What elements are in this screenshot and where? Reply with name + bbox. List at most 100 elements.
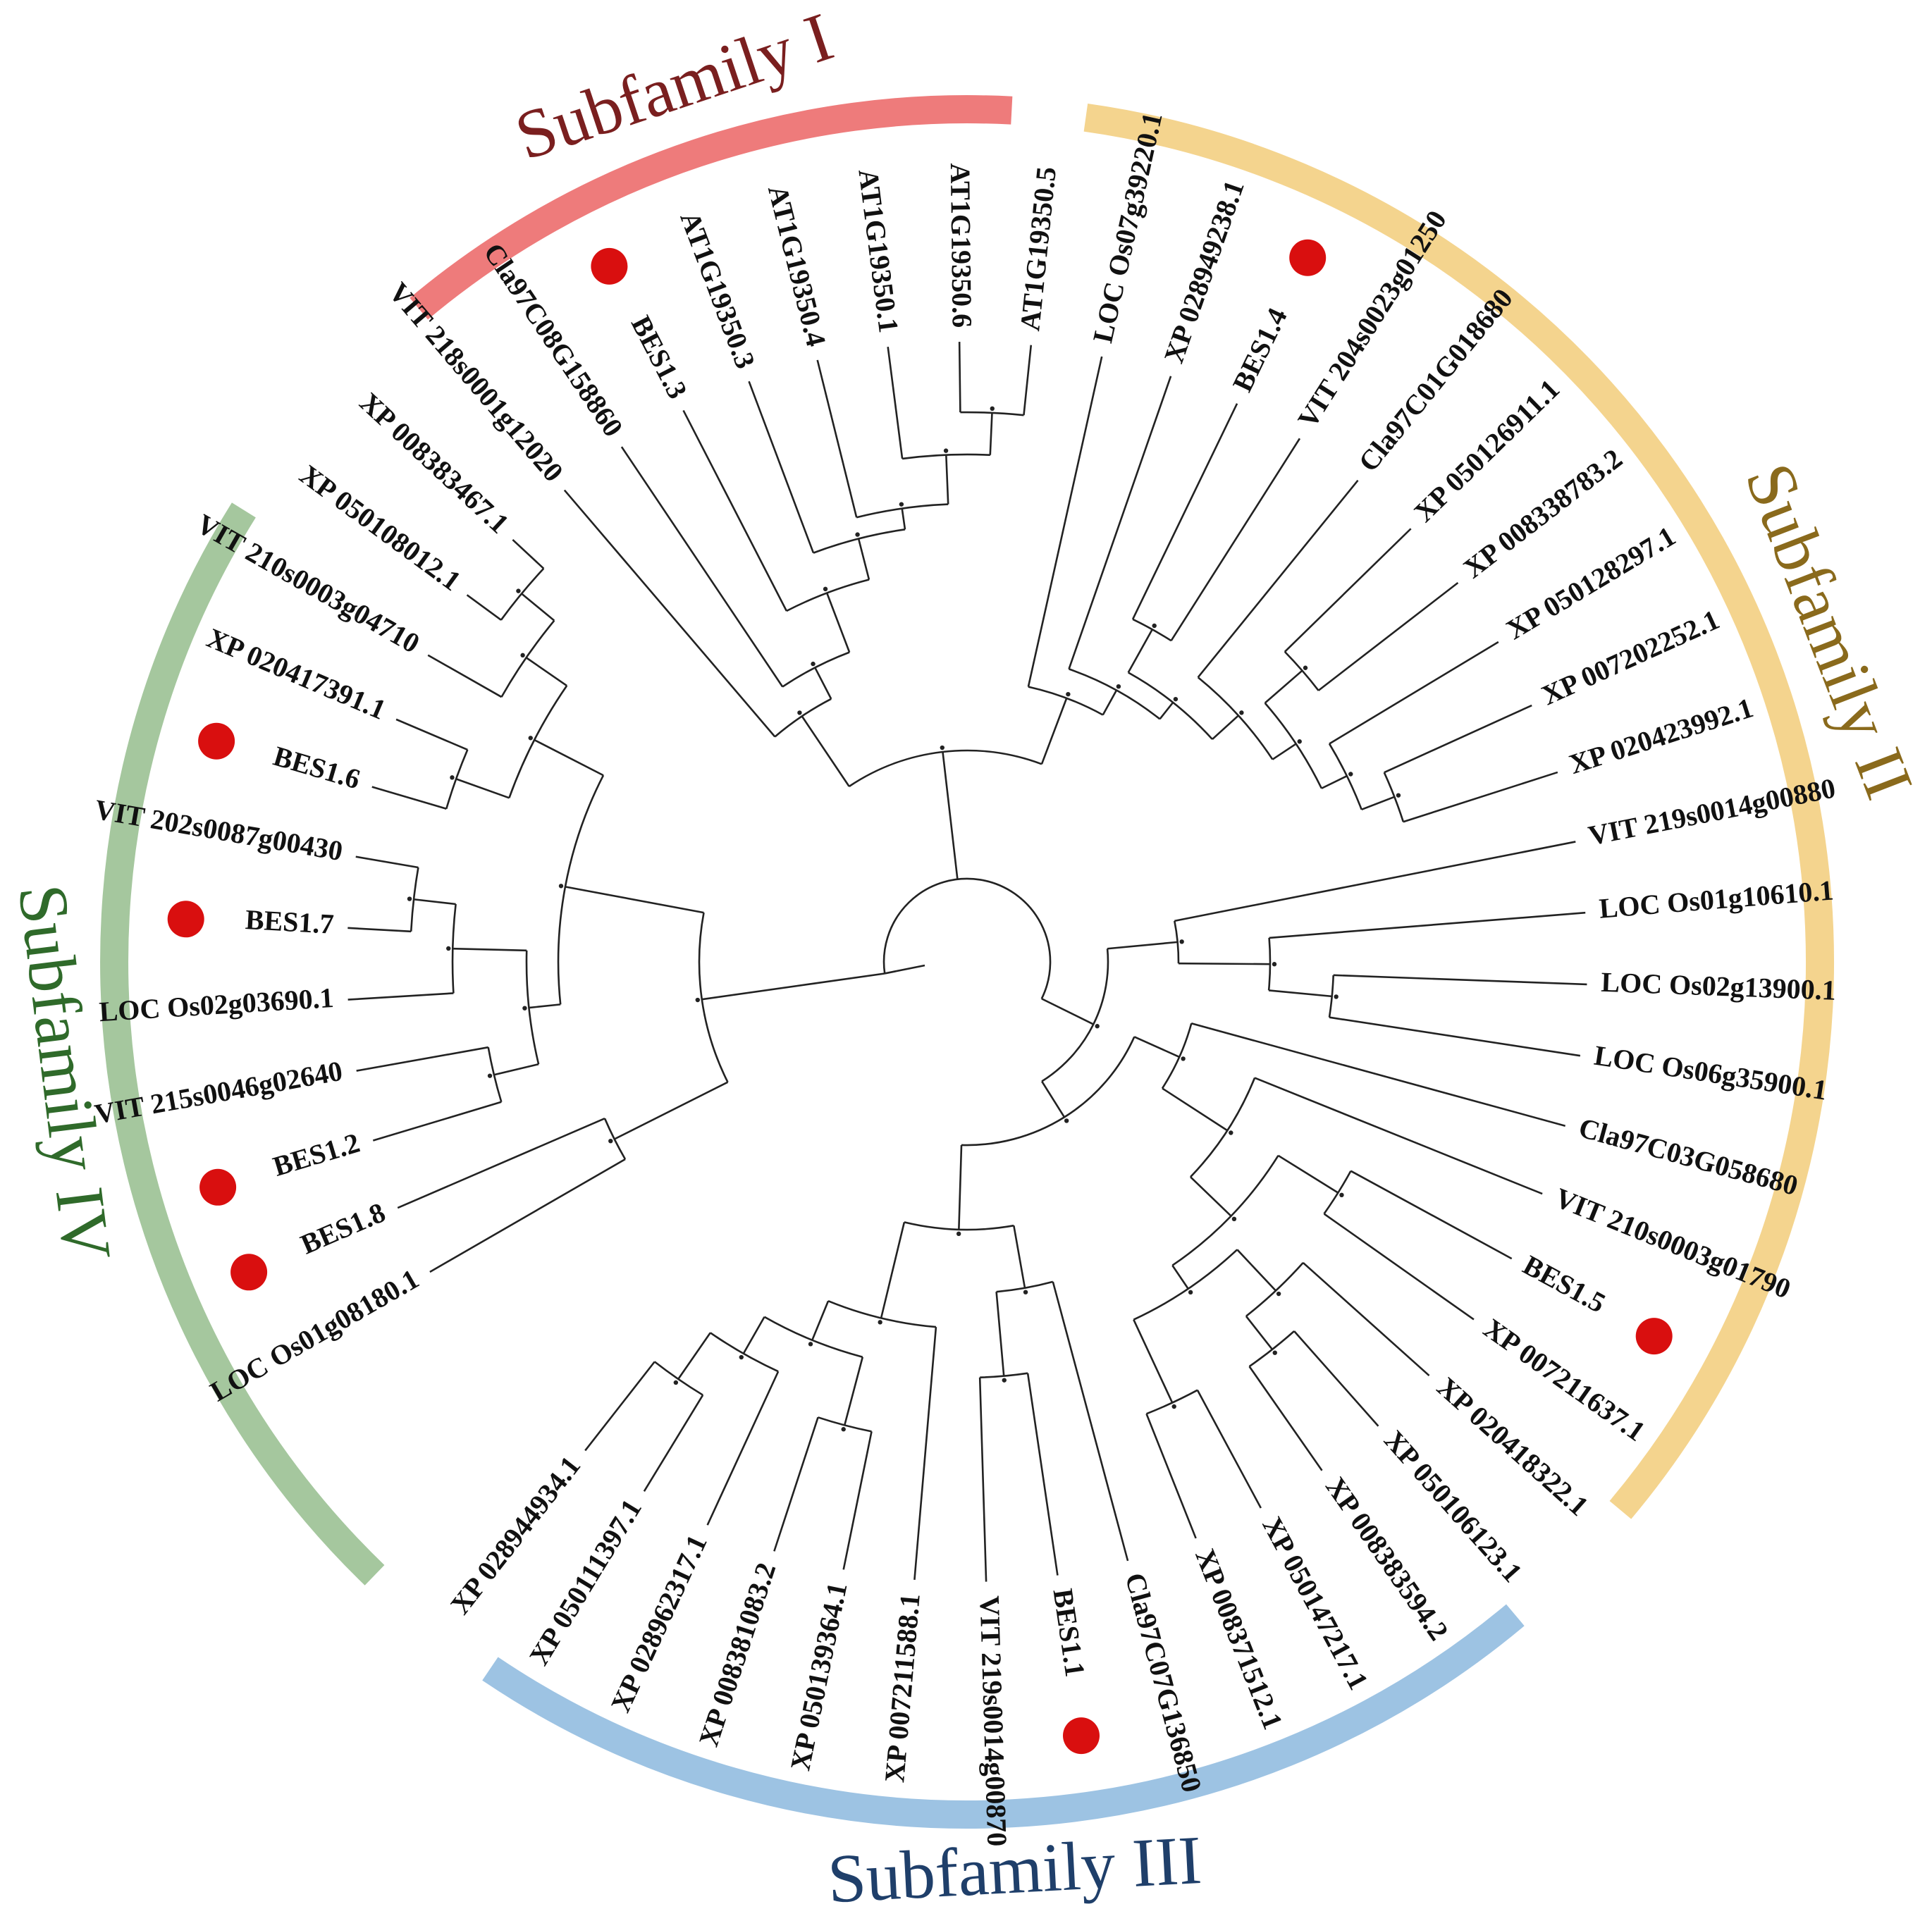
branch-line [453, 947, 527, 952]
node-support-mark [1179, 939, 1184, 944]
leaf-label: XP 028949238.1 [1157, 176, 1250, 367]
branch-arc [710, 1332, 779, 1373]
node-support-mark [808, 1342, 813, 1347]
branch-arc [1248, 1330, 1295, 1368]
node-support-mark [695, 997, 701, 1003]
bes1-marker-dot [1289, 239, 1327, 276]
branch-line [1162, 1087, 1228, 1132]
branch-arc [1284, 650, 1319, 691]
node-support-mark [1303, 665, 1308, 670]
branch-line [1174, 841, 1576, 922]
node-support-mark [811, 661, 816, 667]
branch-line [857, 538, 870, 580]
branch-line [1159, 702, 1174, 720]
leaf-label: BES1.1 [1047, 1586, 1091, 1679]
branch-line [801, 715, 850, 787]
branch-line [1264, 669, 1303, 704]
branch-arc [786, 579, 870, 612]
branch-line [1329, 641, 1499, 745]
branch-line [989, 412, 993, 455]
node-support-mark [450, 775, 455, 780]
leaf-label: AT1G19350.1 [852, 167, 904, 335]
branch-arc [882, 877, 1052, 999]
branch-line [1196, 1390, 1262, 1509]
branch-line [429, 1158, 626, 1273]
branch-arc [1328, 743, 1362, 810]
node-support-mark [823, 586, 828, 592]
branch-arc [1146, 1389, 1198, 1415]
branch-line [521, 593, 555, 622]
branch-arc [603, 1118, 627, 1160]
node-support-mark [1276, 1291, 1281, 1297]
subfamily-III-label: Subfamily III [826, 1822, 1204, 1918]
branch-line [825, 593, 851, 653]
leaf-label: AT1G19350.6 [945, 163, 978, 328]
branch-arc [525, 950, 540, 1065]
node-support-mark [797, 710, 802, 715]
branch-line [706, 1371, 780, 1526]
branch-line [901, 508, 906, 530]
branch-arc [1041, 948, 1109, 1082]
branch-arc [774, 698, 832, 738]
branch-line [742, 1316, 765, 1354]
node-support-mark [943, 448, 949, 453]
branch-line [1361, 796, 1395, 811]
node-support-mark [1297, 739, 1302, 744]
branch-arc [1323, 1170, 1352, 1215]
branch-line [512, 538, 545, 569]
node-support-mark [940, 745, 945, 750]
bes1-marker-dot [199, 1168, 237, 1206]
node-support-mark [608, 1138, 613, 1144]
node-support-mark [558, 884, 564, 889]
node-support-mark [899, 502, 904, 507]
branch-arc [1190, 1077, 1256, 1178]
leaf-label: AT1G19350.3 [674, 207, 761, 373]
leaf-label: Cla97C03G058680 [1575, 1111, 1802, 1201]
branch-line [534, 739, 604, 777]
node-support-mark [1002, 1378, 1007, 1383]
branch-line [643, 1395, 704, 1493]
branch-line [1277, 1154, 1339, 1194]
branch-line [942, 751, 959, 879]
branch-line [1254, 1077, 1543, 1195]
branch-line [978, 1377, 987, 1582]
node-support-mark [1229, 1130, 1233, 1135]
branch-line [1317, 581, 1459, 691]
branch-arc [508, 685, 568, 798]
node-support-mark [990, 406, 995, 412]
branch-line [395, 718, 468, 751]
leaf-label: LOC Os06g35900.1 [1592, 1039, 1829, 1106]
branch-line [347, 927, 412, 933]
branch-line [995, 1292, 1005, 1376]
node-support-mark [528, 736, 533, 741]
branch-line [1171, 1264, 1189, 1290]
branch-line [1133, 1036, 1180, 1058]
branch-line [1212, 715, 1239, 740]
leaf-label: BES1.8 [296, 1196, 390, 1260]
leaf-label: LOC Os02g13900.1 [1601, 966, 1837, 1006]
subfamily-IV-arc [100, 502, 385, 1586]
branch-line [1178, 962, 1270, 965]
bes1-marker-dot [1635, 1318, 1673, 1355]
branch-line [1170, 438, 1301, 641]
node-support-mark [1116, 684, 1121, 689]
branch-line [1197, 479, 1359, 679]
leaf-label: LOC Os07g39220.1 [1086, 109, 1168, 345]
branch-line [748, 381, 815, 554]
node-support-mark [1348, 772, 1353, 777]
branch-arc [782, 651, 850, 688]
branch-arc [996, 1280, 1054, 1293]
branch-arc [557, 774, 605, 1005]
leaf-label: XP 007202252.1 [1537, 603, 1723, 711]
branch-arc [698, 912, 729, 1083]
branch-line [1329, 1016, 1581, 1057]
branch-line [913, 1327, 937, 1580]
branch-arc [1128, 672, 1213, 740]
leaf-label: LOC Os01g10610.1 [1598, 874, 1835, 924]
node-support-mark [1272, 962, 1277, 967]
branch-arc [902, 453, 990, 460]
node-support-mark [1173, 696, 1179, 702]
branch-line [682, 409, 788, 612]
branch-line [958, 342, 961, 413]
